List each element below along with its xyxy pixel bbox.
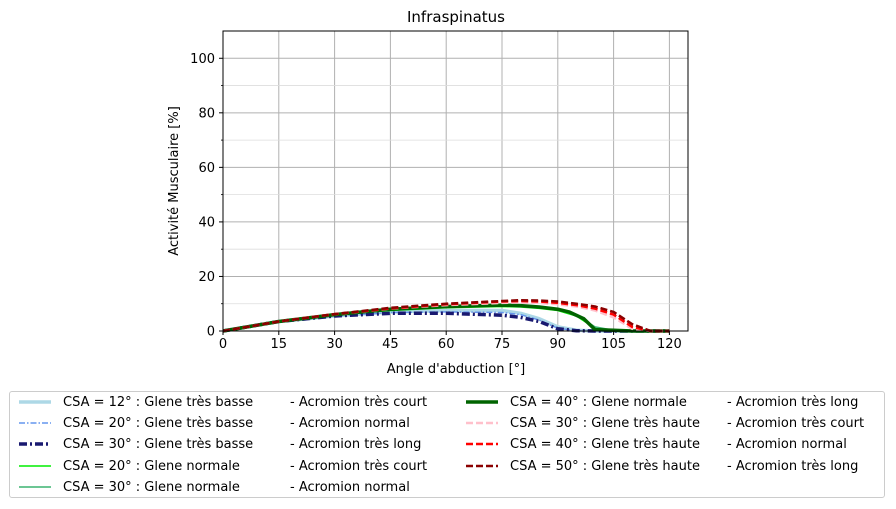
legend-suffix: - Acromion normal (727, 437, 847, 453)
legend-label: CSA = 20° : Glene normale (63, 458, 240, 474)
legend-label: CSA = 30° : Glene normale (63, 479, 240, 495)
legend-label: CSA = 40° : Glene normale (510, 395, 687, 410)
legend-suffix: - Acromion normal (290, 416, 410, 432)
legend-suffix: - Acromion normal (290, 479, 410, 495)
series-line-9 (222, 298, 670, 333)
y-tick-label: 40 (198, 215, 215, 230)
plot-frame (222, 30, 689, 332)
y-axis-label: Activité Musculaire [%] (167, 106, 182, 256)
legend-suffix: - Acromion très court (290, 458, 428, 474)
x-tick-label: 30 (326, 337, 343, 352)
legend-label: CSA = 20° : Glene très basse (63, 416, 254, 432)
legend-item: CSA = 20° : Glene normale - Acromion très… (18, 456, 438, 477)
legend-label: CSA = 40° : Glene très haute (510, 437, 700, 453)
legend: CSA = 12° : Glene très basse - Acromion t… (9, 391, 885, 498)
legend-swatch (466, 400, 498, 404)
y-tick-label: 80 (198, 106, 215, 121)
x-tick-label: 120 (657, 337, 682, 352)
x-tick-label: 60 (438, 337, 455, 352)
legend-suffix: - Acromion très long (727, 458, 859, 474)
chart-title: Infraspinatus (407, 8, 505, 26)
x-tick-label: 0 (219, 337, 227, 352)
legend-label: CSA = 30° : Glene très basse (63, 437, 254, 453)
legend-item: CSA = 30° : Glene très haute - Acromion t… (465, 413, 885, 434)
legend-swatch (19, 464, 51, 467)
legend-item: CSA = 40° : Glene très haute - Acromion n… (465, 434, 885, 455)
legend-suffix: - Acromion très court (290, 395, 428, 410)
legend-label: CSA = 30° : Glene très haute (510, 416, 700, 432)
legend-item: CSA = 50° : Glene très haute - Acromion t… (465, 456, 885, 477)
x-tick-label: 90 (550, 337, 567, 352)
x-tick-label: 45 (382, 337, 399, 352)
axis-ticks: 0 15 30 45 60 75 90 105 120 0 20 40 60 80 100 (190, 52, 682, 352)
x-axis-label: Angle d'abduction [°] (387, 362, 526, 377)
y-tick-label: 100 (190, 52, 215, 67)
legend-swatch (19, 486, 51, 488)
legend-item: CSA = 40° : Glene normale - Acromion très… (465, 392, 885, 413)
legend-suffix: - Acromion très long (290, 437, 422, 453)
y-tick-label: 60 (198, 161, 215, 176)
legend-label: CSA = 50° : Glene très haute (510, 458, 700, 474)
legend-suffix: - Acromion très long (727, 395, 859, 410)
x-tick-label: 75 (494, 337, 511, 352)
legend-swatch (19, 442, 51, 447)
legend-item: CSA = 30° : Glene normale - Acromion norm… (18, 477, 438, 498)
legend-suffix: - Acromion très court (727, 416, 865, 432)
y-tick-label: 0 (207, 325, 215, 340)
legend-label: CSA = 12° : Glene très basse (63, 395, 254, 410)
legend-swatch (466, 443, 498, 446)
grid (222, 31, 688, 332)
legend-swatch (19, 422, 51, 424)
legend-item: CSA = 30° : Glene très basse - Acromion t… (18, 434, 438, 455)
y-tick-label: 20 (198, 270, 215, 285)
legend-item: CSA = 20° : Glene très basse - Acromion n… (18, 413, 438, 434)
x-tick-label: 105 (601, 337, 626, 352)
legend-swatch (466, 464, 498, 467)
legend-swatch (466, 421, 498, 425)
x-tick-label: 15 (271, 337, 288, 352)
legend-swatch (19, 400, 51, 404)
legend-item: CSA = 12° : Glene très basse - Acromion t… (18, 392, 438, 413)
